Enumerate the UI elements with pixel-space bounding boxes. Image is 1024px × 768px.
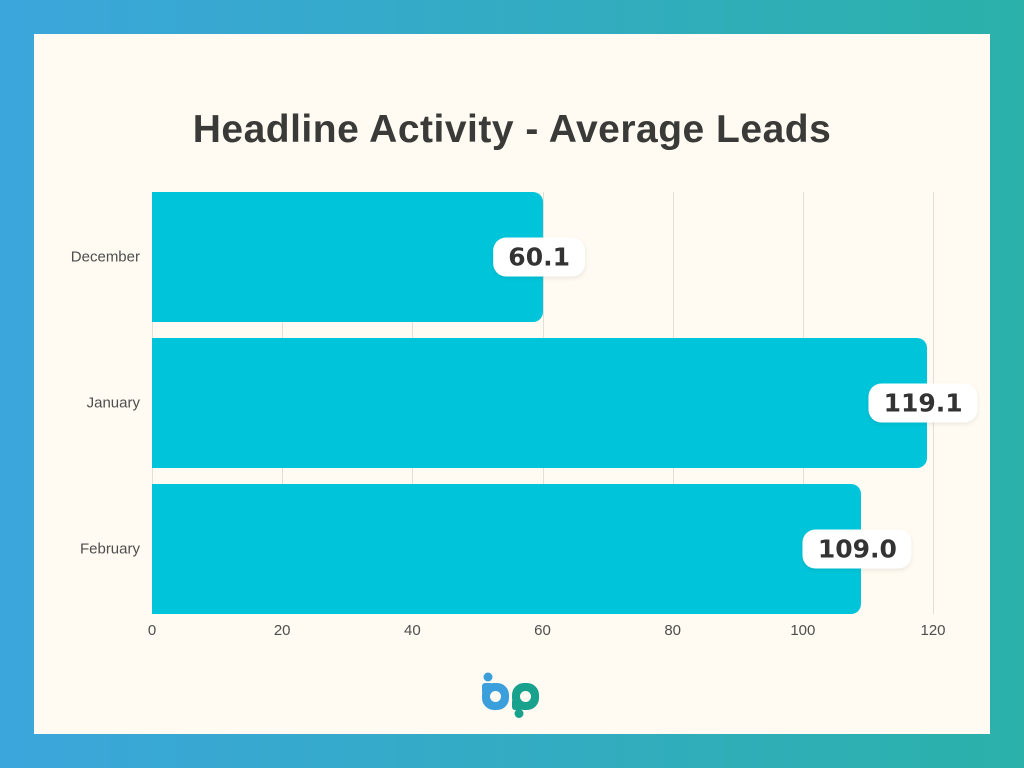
logo-blue-dot (483, 672, 493, 682)
bar-chart: 60.1 119.1 109.0 0 20 40 60 80 100 120 December J… (71, 192, 978, 639)
x-axis-tick-label: 0 (147, 622, 157, 639)
value-badge: 60.1 (493, 237, 585, 277)
value-badge: 119.1 (868, 383, 978, 423)
x-axis-tick-label: 60 (534, 622, 551, 639)
x-axis-tick-label: 100 (790, 622, 816, 639)
bars-container: 60.1 119.1 109.0 (152, 192, 978, 614)
logo-teal-dot (514, 709, 524, 718)
bp-logo-icon (482, 672, 539, 718)
bar-january: 119.1 (152, 338, 978, 468)
y-axis: December January February (34, 192, 152, 614)
y-axis-category-label: February (79, 540, 140, 558)
bar-december: 60.1 (152, 192, 585, 322)
y-axis-category-label: January (86, 394, 140, 412)
x-axis-tick-label: 80 (664, 622, 681, 639)
chart-title: Headline Activity - Average Leads (192, 108, 832, 151)
x-axis: 0 20 40 60 80 100 120 (148, 614, 946, 644)
x-axis-tick-label: 120 (920, 622, 946, 639)
x-axis-tick-label: 40 (403, 622, 421, 639)
value-badge: 109.0 (802, 529, 912, 569)
chart-card: Headline Activity - Average Leads 60.1 11… (34, 34, 990, 734)
bar-february: 109.0 (152, 484, 912, 614)
y-axis-category-label: December (70, 248, 140, 266)
x-axis-tick-label: 20 (273, 622, 291, 639)
